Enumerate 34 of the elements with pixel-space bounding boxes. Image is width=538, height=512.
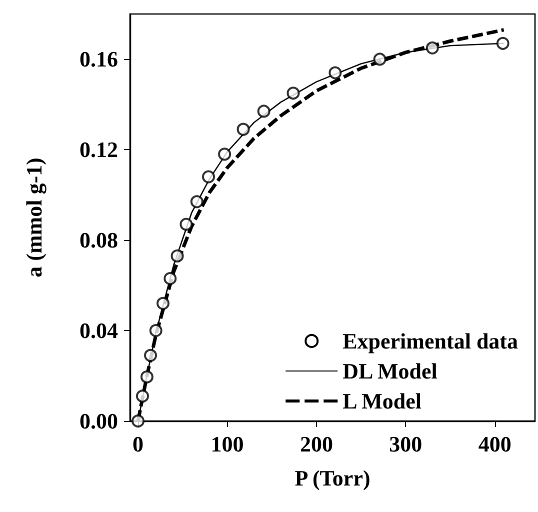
point: [164, 272, 177, 286]
point: [236, 122, 250, 136]
point: [149, 324, 162, 338]
x-tick-label: 100: [210, 432, 244, 456]
point: [140, 370, 154, 384]
y-tick-label: 0.12: [80, 137, 118, 162]
point: [136, 390, 149, 403]
y-axis-title: a (mmol g-1): [22, 158, 46, 278]
legend-label: Experimental data: [342, 328, 518, 354]
x-tick-label: 0: [132, 432, 144, 456]
point: [218, 148, 232, 161]
x-axis-title: P (Torr): [294, 466, 370, 490]
point: [170, 249, 184, 262]
legend-label: DL Model: [342, 358, 438, 384]
point: [257, 104, 270, 118]
point: [132, 414, 145, 428]
point: [202, 170, 215, 184]
point: [156, 296, 170, 310]
legend-label: L Model: [342, 388, 422, 414]
point: [286, 86, 300, 100]
point: [180, 218, 193, 231]
point: [426, 41, 439, 54]
point: [328, 66, 342, 80]
x-tick-label: 400: [478, 432, 512, 456]
x-tick-label: 200: [300, 432, 333, 456]
y-tick-label: 0.08: [80, 228, 118, 253]
point: [496, 36, 510, 50]
point: [144, 348, 158, 362]
point: [373, 52, 386, 66]
point: [190, 195, 204, 208]
y-tick-label: 0.16: [80, 46, 118, 72]
y-tick-label: 0.04: [80, 318, 118, 344]
x-tick-label: 300: [389, 432, 422, 456]
y-tick-label: 0.00: [80, 408, 118, 434]
